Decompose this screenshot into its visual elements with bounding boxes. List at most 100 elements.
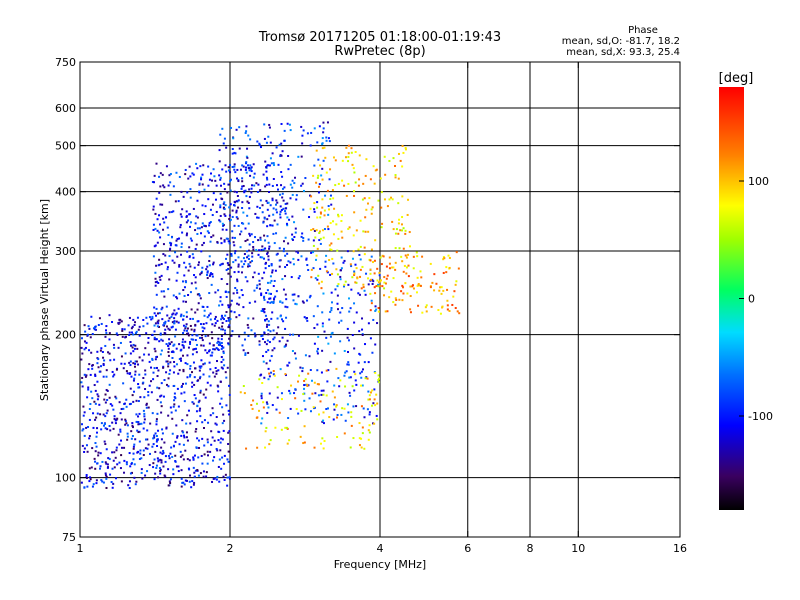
data-point bbox=[186, 191, 189, 194]
data-point bbox=[101, 480, 104, 483]
data-point bbox=[165, 165, 168, 168]
data-point bbox=[304, 378, 307, 381]
data-point bbox=[147, 443, 150, 446]
data-point bbox=[152, 208, 155, 211]
data-point bbox=[279, 300, 282, 303]
data-point bbox=[303, 399, 306, 402]
data-point bbox=[189, 324, 192, 327]
data-point bbox=[451, 303, 454, 306]
data-point bbox=[248, 232, 251, 235]
data-point bbox=[169, 478, 172, 481]
data-point bbox=[249, 164, 252, 167]
data-point bbox=[326, 271, 329, 274]
data-point bbox=[118, 321, 121, 324]
data-point bbox=[199, 273, 202, 276]
data-point bbox=[177, 372, 180, 375]
data-point bbox=[253, 172, 256, 175]
data-point bbox=[134, 344, 137, 347]
data-point bbox=[181, 430, 184, 433]
data-point bbox=[221, 168, 224, 171]
data-point bbox=[240, 260, 243, 263]
data-point bbox=[155, 307, 158, 310]
data-point bbox=[125, 398, 128, 401]
data-point bbox=[145, 406, 148, 409]
data-point bbox=[249, 234, 252, 237]
data-point bbox=[245, 171, 248, 174]
data-point bbox=[401, 284, 404, 287]
data-point bbox=[204, 224, 207, 227]
data-point bbox=[212, 344, 215, 347]
data-point bbox=[85, 444, 88, 447]
data-point bbox=[138, 356, 141, 359]
data-point bbox=[372, 318, 375, 321]
data-point bbox=[353, 347, 356, 350]
data-point bbox=[272, 370, 275, 373]
data-point bbox=[286, 364, 289, 367]
data-point bbox=[90, 390, 93, 393]
data-point bbox=[318, 230, 321, 233]
data-point bbox=[102, 424, 105, 427]
data-point bbox=[221, 422, 224, 425]
data-point bbox=[208, 259, 211, 262]
data-point bbox=[265, 291, 268, 294]
data-point bbox=[281, 187, 284, 190]
data-point bbox=[196, 308, 199, 311]
data-point bbox=[196, 420, 199, 423]
data-point bbox=[454, 283, 457, 286]
data-point bbox=[221, 262, 224, 265]
data-point bbox=[200, 365, 203, 368]
data-point bbox=[151, 357, 154, 360]
data-point bbox=[200, 272, 203, 275]
data-point bbox=[358, 154, 361, 157]
data-point bbox=[166, 268, 169, 271]
data-point bbox=[108, 425, 111, 428]
data-point bbox=[138, 430, 141, 433]
data-point bbox=[111, 321, 114, 324]
data-point bbox=[316, 352, 319, 355]
data-point bbox=[342, 261, 345, 264]
data-point bbox=[218, 149, 221, 152]
data-point bbox=[319, 400, 322, 403]
data-point bbox=[406, 213, 409, 216]
data-point bbox=[113, 346, 116, 349]
data-point bbox=[335, 416, 338, 419]
data-point bbox=[194, 367, 197, 370]
data-point bbox=[322, 422, 325, 425]
data-point bbox=[372, 280, 375, 283]
data-point bbox=[221, 303, 224, 306]
data-point bbox=[250, 170, 253, 173]
data-point bbox=[115, 446, 118, 449]
data-point bbox=[309, 144, 312, 147]
data-point bbox=[341, 307, 344, 310]
data-point bbox=[153, 336, 156, 339]
data-point bbox=[98, 370, 101, 373]
data-point bbox=[440, 286, 443, 289]
data-point bbox=[448, 256, 451, 259]
data-point bbox=[425, 304, 428, 307]
data-point bbox=[317, 383, 320, 386]
data-point bbox=[167, 327, 170, 330]
data-point bbox=[158, 467, 161, 470]
data-point bbox=[312, 251, 315, 254]
data-point bbox=[359, 275, 362, 278]
data-point bbox=[226, 484, 229, 487]
data-point bbox=[371, 389, 374, 392]
data-point bbox=[112, 459, 115, 462]
data-point bbox=[247, 258, 250, 261]
data-point bbox=[193, 394, 196, 397]
data-point bbox=[206, 277, 209, 280]
data-point bbox=[218, 304, 221, 307]
data-point bbox=[172, 468, 175, 471]
data-point bbox=[241, 177, 244, 180]
data-point bbox=[314, 236, 317, 239]
data-point bbox=[263, 217, 266, 220]
data-point bbox=[152, 223, 155, 226]
data-point bbox=[262, 173, 265, 176]
data-point bbox=[157, 369, 160, 372]
data-point bbox=[323, 214, 326, 217]
data-point bbox=[262, 221, 265, 224]
data-point bbox=[128, 480, 131, 483]
data-point bbox=[258, 283, 261, 286]
data-point bbox=[266, 403, 269, 406]
data-point bbox=[233, 190, 236, 193]
